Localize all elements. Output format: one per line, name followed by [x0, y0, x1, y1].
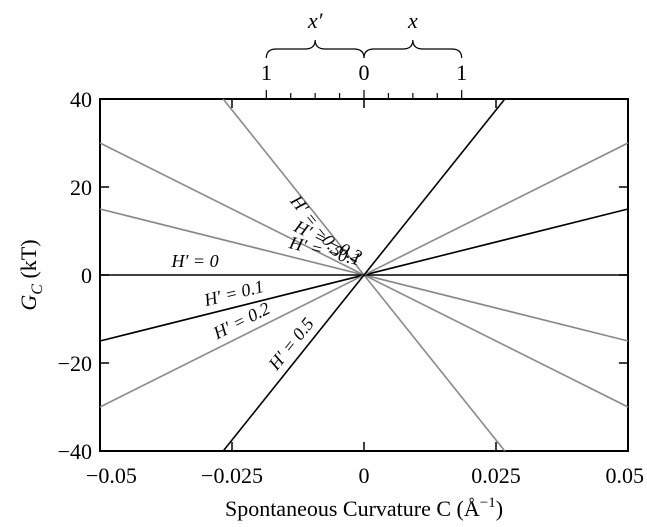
x-tick-label: 0.05: [606, 463, 645, 488]
series-line-6: [222, 98, 506, 452]
top-scale-label: 0: [359, 60, 370, 85]
y-tick-label: −40: [58, 439, 92, 464]
x-tick-label: −0.025: [201, 463, 263, 488]
brace-left: [265, 39, 365, 59]
axis-ticks: −0.05 −0.025 0 0.025 0.05 −40 −20 0 20 40: [58, 87, 644, 488]
y-axis-title: GC (kT): [16, 239, 46, 310]
y-tick-label: 40: [70, 87, 92, 112]
top-scale-right-variable: x: [407, 8, 418, 33]
x-axis-title: Spontaneous Curvature C (Å−1): [225, 495, 503, 521]
y-tick-label: 0: [81, 263, 92, 288]
series-lines: [99, 98, 629, 452]
x-tick-label: −0.05: [86, 463, 137, 488]
y-tick-label: 20: [70, 175, 92, 200]
top-scale: 1 0 1 x′ x: [261, 8, 467, 99]
top-scale-label: 1: [456, 60, 467, 85]
x-tick-label: 0.025: [471, 463, 521, 488]
brace-right: [363, 39, 463, 59]
y-tick-label: −20: [58, 351, 92, 376]
x-tick-label: 0: [359, 463, 370, 488]
top-scale-label: 1: [261, 60, 272, 85]
top-scale-left-variable: x′: [307, 8, 324, 33]
line-label-3: H′ = 0: [170, 251, 218, 271]
